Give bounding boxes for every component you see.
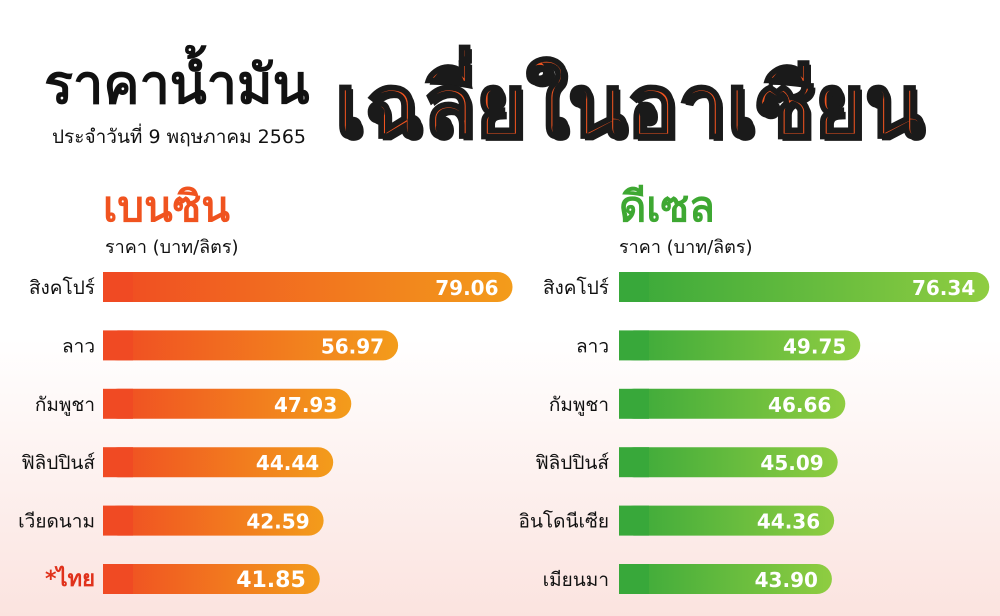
diesel-value-label: 76.34 — [912, 276, 975, 300]
diesel-value-label: 46.66 — [768, 393, 831, 417]
petrol-bar-edge — [103, 505, 133, 536]
diesel-bar — [619, 330, 861, 361]
petrol-value-label: 42.59 — [246, 510, 309, 534]
page-title: ราคาน้ำมัน — [44, 53, 310, 116]
diesel-bar — [619, 388, 846, 419]
diesel-bar-edge — [619, 505, 649, 536]
diesel-bar — [619, 272, 990, 302]
petrol-bar-group: สิงคโปร์ 79.06 ลาว 56.97 กัมพูชา 47.93 ฟิลิปปิ… — [18, 272, 513, 594]
diesel-country-label: ฟิลิปปินส์ — [535, 452, 609, 474]
petrol-value-label: 79.06 — [435, 276, 498, 300]
diesel-bar-edge — [619, 447, 649, 478]
petrol-bar — [103, 447, 334, 478]
petrol-country-label: สิงคโปร์ — [29, 276, 95, 299]
petrol-unit-label: ราคา (บาท/ลิตร) — [105, 237, 239, 258]
diesel-bar — [619, 564, 832, 594]
diesel-value-label: 44.36 — [757, 510, 820, 534]
diesel-country-label: สิงคโปร์ — [543, 276, 609, 299]
petrol-country-label: ฟิลิปปินส์ — [21, 452, 95, 474]
petrol-bar-edge — [103, 272, 133, 302]
diesel-country-label: ลาว — [576, 335, 609, 357]
diesel-bar — [619, 447, 838, 478]
petrol-value-label: 41.85 — [236, 568, 306, 593]
petrol-value-label: 56.97 — [321, 334, 384, 358]
diesel-country-label: เมียนมา — [543, 569, 609, 591]
petrol-value-label: 44.44 — [256, 451, 319, 475]
diesel-chart-title: ดีเซล — [619, 182, 715, 231]
petrol-bar — [103, 564, 320, 594]
diesel-bar-edge — [619, 272, 649, 302]
diesel-unit-label: ราคา (บาท/ลิตร) — [619, 237, 753, 258]
page-subtitle: ประจำวันที่ 9 พฤษภาคม 2565 — [52, 126, 306, 148]
petrol-bar — [103, 505, 324, 536]
diesel-value-label: 45.09 — [760, 451, 823, 475]
petrol-bar — [103, 388, 352, 419]
petrol-bar-edge — [103, 388, 133, 419]
diesel-bar — [619, 505, 835, 536]
petrol-bar-edge — [103, 564, 133, 594]
petrol-country-label: *ไทย — [45, 565, 95, 592]
petrol-bar — [103, 272, 513, 302]
petrol-bar-edge — [103, 330, 133, 361]
diesel-bar-edge — [619, 388, 649, 419]
petrol-country-label: ลาว — [62, 335, 95, 357]
petrol-bar — [103, 330, 399, 361]
petrol-country-label: กัมพูชา — [35, 394, 95, 416]
diesel-value-label: 49.75 — [783, 334, 846, 358]
page-title-accent: เฉลี่ยในอาเซียน — [334, 57, 926, 157]
diesel-country-label: กัมพูชา — [549, 394, 609, 416]
petrol-bar-edge — [103, 447, 133, 478]
diesel-bar-edge — [619, 330, 649, 361]
diesel-country-label: อินโดนีเซีย — [519, 510, 609, 533]
petrol-country-label: เวียดนาม — [18, 511, 95, 533]
petrol-value-label: 47.93 — [274, 393, 337, 417]
petrol-chart-title: เบนซิน — [103, 182, 230, 231]
diesel-value-label: 43.90 — [755, 568, 818, 592]
diesel-bar-group: สิงคโปร์ 76.34 ลาว 49.75 กัมพูชา 46.66 ฟิลิปปิ… — [519, 272, 990, 594]
diesel-bar-edge — [619, 564, 649, 594]
